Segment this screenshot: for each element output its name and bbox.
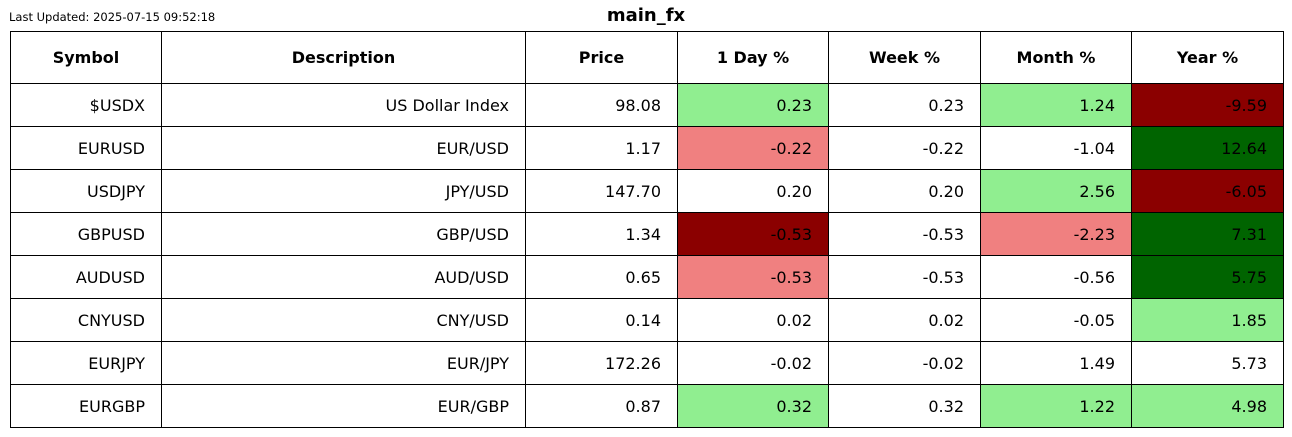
column-header-1-day: 1 Day % (677, 31, 829, 84)
week-change-cell: 0.02 (828, 298, 981, 342)
price-cell: 1.34 (525, 212, 678, 256)
last-updated-label: Last Updated: 2025-07-15 09:52:18 (9, 10, 216, 24)
month-change-cell: 2.56 (980, 169, 1132, 213)
year-change-cell: 5.75 (1131, 255, 1284, 299)
table-row: AUDUSD AUD/USD 0.65 -0.53 -0.53 -0.56 5.75 (10, 255, 1284, 299)
column-header-price: Price (525, 31, 678, 84)
year-change-cell: 7.31 (1131, 212, 1284, 256)
description-cell: GBP/USD (161, 212, 526, 256)
symbol-cell: USDJPY (10, 169, 162, 213)
header-row: Symbol Description Price 1 Day % Week % … (10, 31, 1284, 84)
symbol-cell: CNYUSD (10, 298, 162, 342)
week-change-cell: -0.22 (828, 126, 981, 170)
month-change-cell: -0.05 (980, 298, 1132, 342)
week-change-cell: -0.53 (828, 255, 981, 299)
symbol-cell: GBPUSD (10, 212, 162, 256)
price-cell: 0.87 (525, 384, 678, 428)
table-row: EURUSD EUR/USD 1.17 -0.22 -0.22 -1.04 12.64 (10, 126, 1284, 170)
1-day-change-cell: -0.02 (677, 341, 829, 385)
week-change-cell: -0.02 (828, 341, 981, 385)
symbol-cell: EURGBP (10, 384, 162, 428)
table-row: EURGBP EUR/GBP 0.87 0.32 0.32 1.22 4.98 (10, 384, 1284, 428)
month-change-cell: -2.23 (980, 212, 1132, 256)
column-header-year: Year % (1131, 31, 1284, 84)
column-header-month: Month % (980, 31, 1132, 84)
1-day-change-cell: 0.20 (677, 169, 829, 213)
description-cell: AUD/USD (161, 255, 526, 299)
symbol-cell: EURJPY (10, 341, 162, 385)
year-change-cell: 1.85 (1131, 298, 1284, 342)
year-change-cell: -9.59 (1131, 83, 1284, 127)
price-cell: 172.26 (525, 341, 678, 385)
month-change-cell: 1.22 (980, 384, 1132, 428)
month-change-cell: -0.56 (980, 255, 1132, 299)
table-row: EURJPY EUR/JPY 172.26 -0.02 -0.02 1.49 5.73 (10, 341, 1284, 385)
price-cell: 1.17 (525, 126, 678, 170)
description-cell: EUR/USD (161, 126, 526, 170)
column-header-symbol: Symbol (10, 31, 162, 84)
description-cell: US Dollar Index (161, 83, 526, 127)
table-row: USDJPY JPY/USD 147.70 0.20 0.20 2.56 -6.05 (10, 169, 1284, 213)
week-change-cell: 0.32 (828, 384, 981, 428)
year-change-cell: 5.73 (1131, 341, 1284, 385)
table-row: $USDX US Dollar Index 98.08 0.23 0.23 1.24 -9.… (10, 83, 1284, 127)
table-title: main_fx (606, 5, 686, 26)
1-day-change-cell: -0.53 (677, 255, 829, 299)
month-change-cell: -1.04 (980, 126, 1132, 170)
week-change-cell: 0.23 (828, 83, 981, 127)
1-day-change-cell: -0.53 (677, 212, 829, 256)
price-cell: 98.08 (525, 83, 678, 127)
year-change-cell: 4.98 (1131, 384, 1284, 428)
year-change-cell: 12.64 (1131, 126, 1284, 170)
price-cell: 147.70 (525, 169, 678, 213)
month-change-cell: 1.49 (980, 341, 1132, 385)
price-cell: 0.65 (525, 255, 678, 299)
table-row: GBPUSD GBP/USD 1.34 -0.53 -0.53 -2.23 7.31 (10, 212, 1284, 256)
month-change-cell: 1.24 (980, 83, 1132, 127)
price-cell: 0.14 (525, 298, 678, 342)
table-row: CNYUSD CNY/USD 0.14 0.02 0.02 -0.05 1.85 (10, 298, 1284, 342)
1-day-change-cell: 0.02 (677, 298, 829, 342)
column-header-week: Week % (828, 31, 981, 84)
column-header-description: Description (161, 31, 526, 84)
week-change-cell: 0.20 (828, 169, 981, 213)
1-day-change-cell: 0.23 (677, 83, 829, 127)
year-change-cell: -6.05 (1131, 169, 1284, 213)
1-day-change-cell: 0.32 (677, 384, 829, 428)
1-day-change-cell: -0.22 (677, 126, 829, 170)
symbol-cell: AUDUSD (10, 255, 162, 299)
description-cell: EUR/GBP (161, 384, 526, 428)
symbol-cell: $USDX (10, 83, 162, 127)
fx-table: Symbol Description Price 1 Day % Week % … (10, 31, 1284, 428)
description-cell: CNY/USD (161, 298, 526, 342)
description-cell: JPY/USD (161, 169, 526, 213)
description-cell: EUR/JPY (161, 341, 526, 385)
symbol-cell: EURUSD (10, 126, 162, 170)
week-change-cell: -0.53 (828, 212, 981, 256)
